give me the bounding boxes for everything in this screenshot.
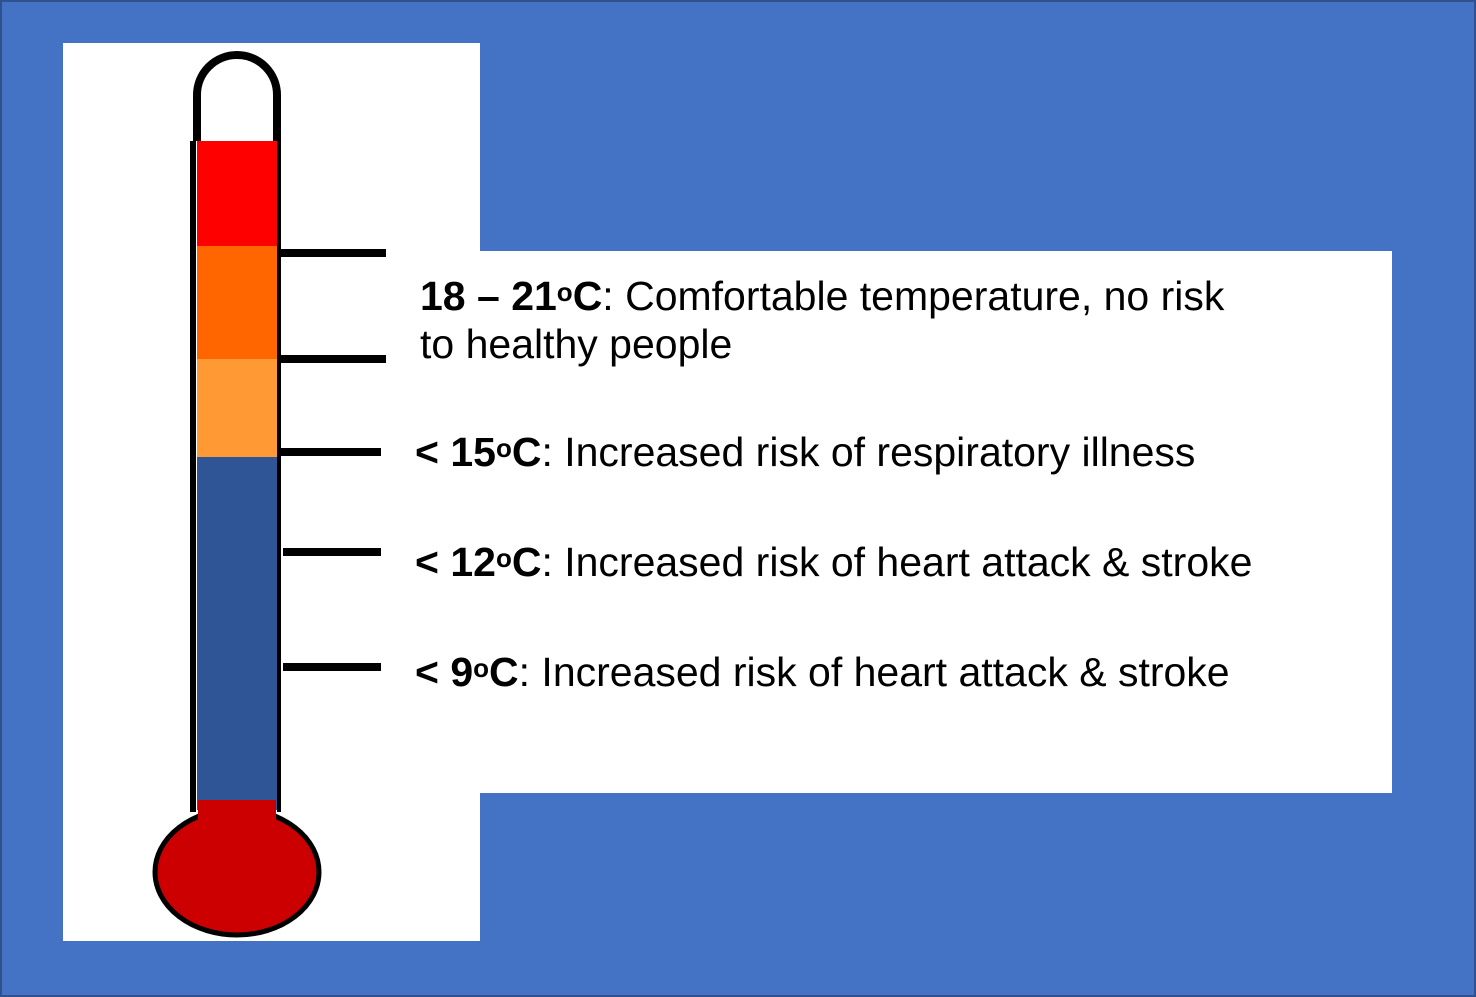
band-warm: [197, 246, 277, 359]
thermometer-bulb: [152, 806, 322, 938]
degree-mark: o: [556, 277, 573, 307]
band-mild: [197, 359, 277, 457]
label-comfortable: 18 – 21oC: Comfortable temperature, no r…: [420, 268, 1224, 368]
range: 18 – 21: [420, 273, 557, 319]
label-heart-12: < 12oC: Increased risk of heart attack &…: [415, 534, 1252, 586]
label-heart-9: < 9oC: Increased risk of heart attack & …: [415, 644, 1230, 696]
description: : Increased risk of respiratory illness: [541, 429, 1196, 475]
description: : Increased risk of heart attack & strok…: [518, 649, 1230, 695]
degree-mark: o: [473, 653, 490, 683]
range: < 15: [415, 429, 496, 475]
range: < 12: [415, 539, 496, 585]
unit: C: [572, 273, 603, 319]
degree-mark: o: [495, 543, 512, 573]
description: : Increased risk of heart attack & strok…: [541, 539, 1253, 585]
label-respiratory: < 15oC: Increased risk of respiratory il…: [415, 424, 1195, 476]
band-hot: [197, 141, 277, 246]
unit: C: [511, 539, 542, 585]
legend-panel: [480, 251, 1392, 793]
band-cold: [197, 457, 277, 810]
unit: C: [489, 649, 519, 695]
degree-mark: o: [495, 433, 512, 463]
description: : Comfortable temperature, no risk: [602, 273, 1225, 319]
range: < 9: [415, 649, 474, 695]
description-line2: to healthy people: [420, 321, 733, 367]
unit: C: [511, 429, 542, 475]
thermometer-tube-top: [193, 51, 281, 141]
